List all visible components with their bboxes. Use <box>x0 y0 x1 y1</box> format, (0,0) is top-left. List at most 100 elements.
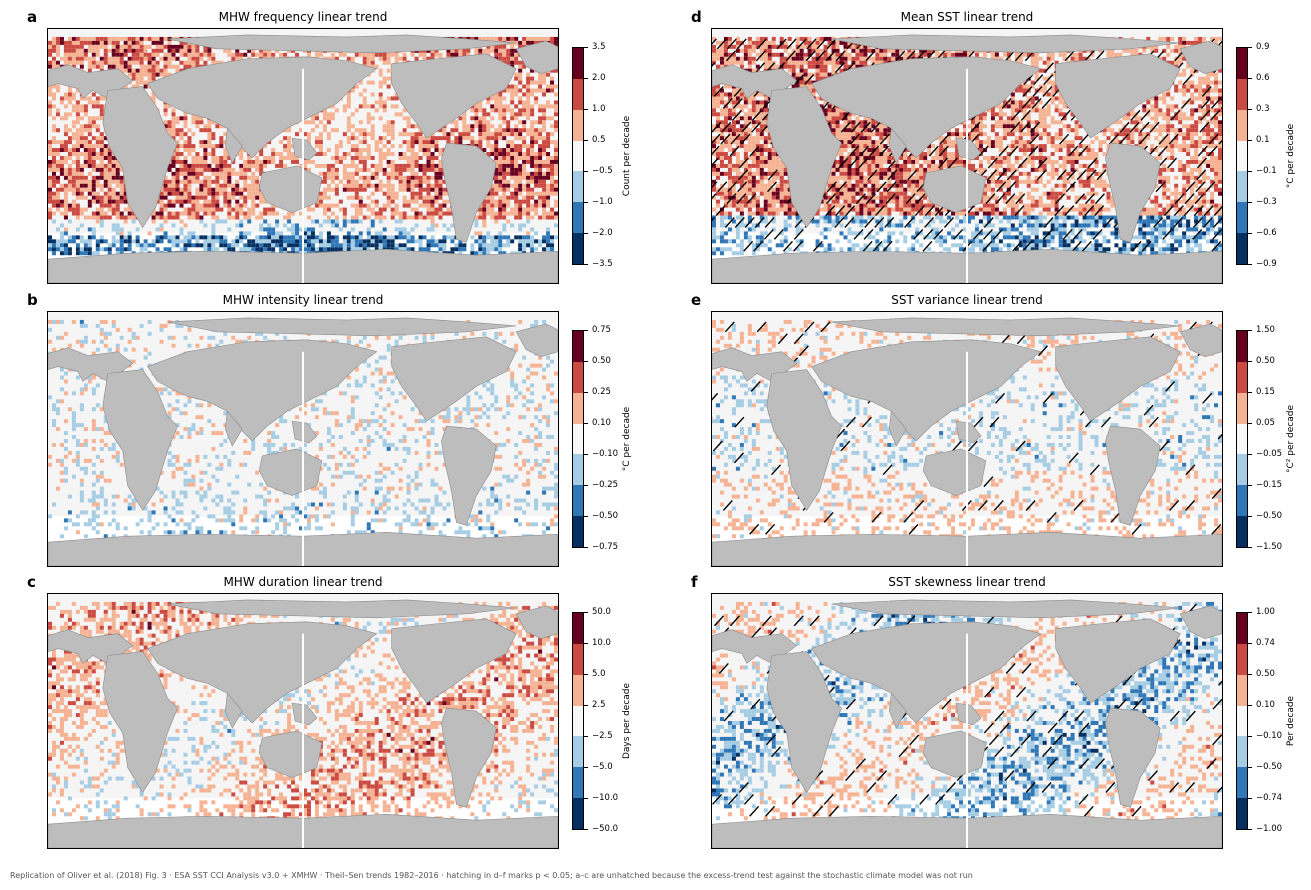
heatmap-cell <box>398 144 403 149</box>
heatmap-cell <box>75 144 80 149</box>
heatmap-cell <box>171 48 176 53</box>
heatmap-cell <box>83 179 88 184</box>
heatmap-cell <box>490 136 495 141</box>
heatmap-cell <box>63 52 68 57</box>
heatmap-cell <box>79 104 84 109</box>
heatmap-cell <box>135 227 140 232</box>
heatmap-cell <box>458 136 463 141</box>
heatmap-cell <box>195 120 200 125</box>
heatmap-cell <box>99 112 104 117</box>
heatmap-cell <box>314 163 319 168</box>
heatmap-cell <box>179 128 184 133</box>
heatmap-cell <box>55 243 60 248</box>
heatmap-cell <box>378 92 383 97</box>
heatmap-cell <box>318 223 323 228</box>
heatmap-cell <box>470 235 475 240</box>
heatmap-cell <box>354 136 359 141</box>
heatmap-cell <box>378 167 383 172</box>
heatmap-cell <box>139 247 144 252</box>
heatmap-cell <box>235 191 240 196</box>
heatmap-cell <box>51 148 56 153</box>
heatmap-cell <box>71 104 76 109</box>
heatmap-cell <box>450 128 455 133</box>
heatmap-cell <box>131 40 136 45</box>
heatmap-cell <box>346 179 351 184</box>
heatmap-cell <box>498 56 503 61</box>
heatmap-cell <box>139 243 144 248</box>
heatmap-cell <box>430 243 435 248</box>
heatmap-cell <box>71 152 76 156</box>
heatmap-cell <box>522 239 527 244</box>
heatmap-cell <box>510 171 515 176</box>
heatmap-cell <box>322 152 327 156</box>
heatmap-cell <box>306 227 311 232</box>
heatmap-cell <box>191 48 196 53</box>
heatmap-cell <box>322 108 327 113</box>
heatmap-cell <box>510 96 515 101</box>
heatmap-cell <box>159 203 164 208</box>
heatmap-cell <box>107 175 112 180</box>
heatmap-cell <box>390 199 395 204</box>
heatmap-cell <box>410 179 415 184</box>
heatmap-cell <box>386 347 391 352</box>
heatmap-cell <box>498 163 503 168</box>
heatmap-cell <box>382 167 387 172</box>
heatmap-cell <box>434 195 439 200</box>
colorbar-tick <box>584 202 588 203</box>
heatmap-cell <box>87 163 92 168</box>
heatmap-cell <box>263 52 268 57</box>
heatmap-cell <box>48 112 52 117</box>
heatmap-cell <box>342 187 347 192</box>
heatmap-cell <box>518 76 523 81</box>
heatmap-cell <box>219 60 224 65</box>
heatmap-cell <box>422 215 427 220</box>
heatmap-cell <box>542 152 547 156</box>
heatmap-cell <box>490 44 495 49</box>
heatmap-cell <box>442 243 447 248</box>
heatmap-cell <box>63 104 68 109</box>
heatmap-cell <box>362 247 367 252</box>
heatmap-cell <box>195 116 200 121</box>
heatmap-cell <box>107 247 112 252</box>
heatmap-cell <box>502 128 507 133</box>
heatmap-cell <box>478 215 483 220</box>
heatmap-cell <box>514 211 519 216</box>
heatmap-cell <box>87 144 92 149</box>
heatmap-cell <box>326 215 331 220</box>
heatmap-cell <box>370 171 375 176</box>
heatmap-cell <box>318 247 323 252</box>
heatmap-cell <box>239 239 244 244</box>
heatmap-cell <box>175 128 180 133</box>
heatmap-cell <box>450 52 455 57</box>
heatmap-cell <box>374 183 379 188</box>
heatmap-cell <box>402 52 407 57</box>
heatmap-cell <box>219 175 224 180</box>
heatmap-cell <box>175 179 180 184</box>
heatmap-cell <box>482 239 487 244</box>
heatmap-cell <box>506 52 511 57</box>
heatmap-cell <box>350 148 355 153</box>
heatmap-cell <box>151 52 156 57</box>
heatmap-cell <box>275 235 280 240</box>
heatmap-cell <box>554 84 558 89</box>
heatmap-cell <box>299 243 303 248</box>
heatmap-cell <box>167 120 172 125</box>
heatmap-cell <box>458 132 463 137</box>
heatmap-cell <box>163 191 168 196</box>
heatmap-cell <box>394 195 399 200</box>
heatmap-cell <box>498 171 503 176</box>
heatmap-cell <box>139 64 144 69</box>
heatmap-cell <box>179 116 184 121</box>
heatmap-cell <box>362 203 367 208</box>
heatmap-cell <box>271 231 276 236</box>
heatmap-cell <box>111 163 116 168</box>
heatmap-cell <box>48 64 52 69</box>
heatmap-cell <box>410 187 415 192</box>
heatmap-cell <box>67 203 72 208</box>
heatmap-cell <box>91 60 96 65</box>
heatmap-cell <box>326 243 331 248</box>
heatmap-cell <box>386 163 391 168</box>
heatmap-cell <box>223 191 228 196</box>
heatmap-cell <box>374 247 379 252</box>
heatmap-cell <box>350 243 355 248</box>
